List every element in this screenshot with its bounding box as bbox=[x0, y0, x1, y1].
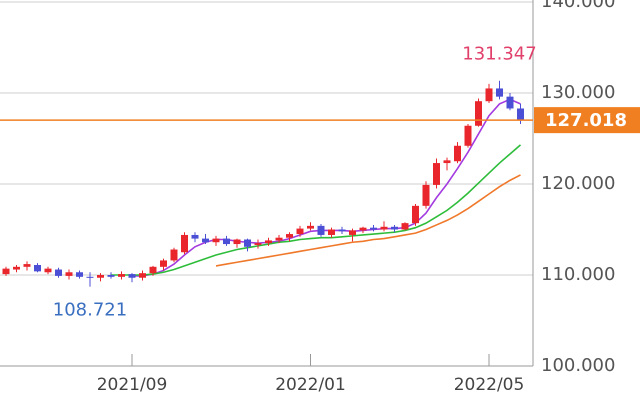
candle-body bbox=[202, 238, 209, 243]
candle-body bbox=[65, 272, 73, 276]
high-annotation: 131.347 bbox=[462, 44, 536, 65]
candle-body bbox=[160, 260, 167, 267]
candle-body bbox=[485, 88, 493, 102]
candle-body bbox=[475, 101, 482, 126]
candle-body bbox=[496, 88, 503, 97]
candle-body bbox=[2, 268, 10, 275]
last-price-label: 127.018 bbox=[545, 110, 627, 131]
candle-body bbox=[76, 272, 83, 277]
candle-body bbox=[286, 234, 293, 238]
last-price-box bbox=[534, 107, 640, 134]
candle-body bbox=[412, 205, 419, 224]
candle-body bbox=[454, 145, 461, 162]
x-tick-label: 2021/09 bbox=[97, 375, 168, 395]
candle-body bbox=[370, 227, 377, 230]
candle-body bbox=[34, 264, 41, 272]
candle-body bbox=[296, 228, 304, 235]
candle-body bbox=[97, 275, 104, 278]
candle-body bbox=[118, 274, 125, 277]
candle-body bbox=[170, 249, 178, 261]
y-tick-label: 130.000 bbox=[541, 82, 615, 103]
candle-body bbox=[44, 268, 52, 273]
candle-body bbox=[422, 184, 430, 206]
candle-body bbox=[244, 239, 251, 247]
candle-body bbox=[128, 274, 136, 278]
candle-body bbox=[181, 234, 188, 253]
x-tick-label: 2022/01 bbox=[275, 375, 346, 395]
candle-body bbox=[86, 276, 94, 278]
y-tick-label: 110.000 bbox=[541, 264, 615, 285]
candle-body bbox=[265, 240, 272, 244]
candle-body bbox=[380, 226, 388, 230]
candle-body bbox=[139, 273, 146, 278]
y-tick-label: 100.000 bbox=[541, 355, 615, 376]
candle-body bbox=[401, 223, 409, 230]
moving-average-line bbox=[215, 174, 521, 267]
candle-body bbox=[391, 226, 398, 230]
candle-body bbox=[349, 230, 356, 235]
candle-body bbox=[191, 234, 199, 239]
low-annotation: 108.721 bbox=[53, 300, 127, 321]
candle-body bbox=[233, 239, 241, 245]
candle-body bbox=[317, 225, 325, 235]
candle-body bbox=[433, 163, 440, 185]
candle-body bbox=[212, 238, 220, 243]
moving-average-line bbox=[132, 98, 521, 277]
candle-body bbox=[149, 266, 157, 274]
candle-body bbox=[359, 227, 367, 231]
y-tick-label: 120.000 bbox=[541, 173, 615, 194]
candle-body bbox=[506, 96, 514, 109]
candle-body bbox=[275, 237, 283, 241]
moving-average-line bbox=[111, 144, 522, 276]
candle-body bbox=[307, 225, 314, 229]
y-tick-label: 140.000 bbox=[541, 0, 615, 12]
candle-body bbox=[328, 229, 335, 235]
x-tick-label: 2022/05 bbox=[454, 375, 525, 395]
candle-body bbox=[23, 264, 31, 267]
candle-body bbox=[517, 108, 524, 121]
candle-body bbox=[13, 266, 20, 270]
candle-body bbox=[443, 160, 451, 164]
candle-body bbox=[55, 269, 62, 276]
candle-body bbox=[107, 275, 115, 277]
candle-body bbox=[254, 243, 262, 245]
candle-body bbox=[464, 125, 472, 146]
candle-body bbox=[338, 229, 346, 232]
candle-body bbox=[223, 238, 230, 245]
